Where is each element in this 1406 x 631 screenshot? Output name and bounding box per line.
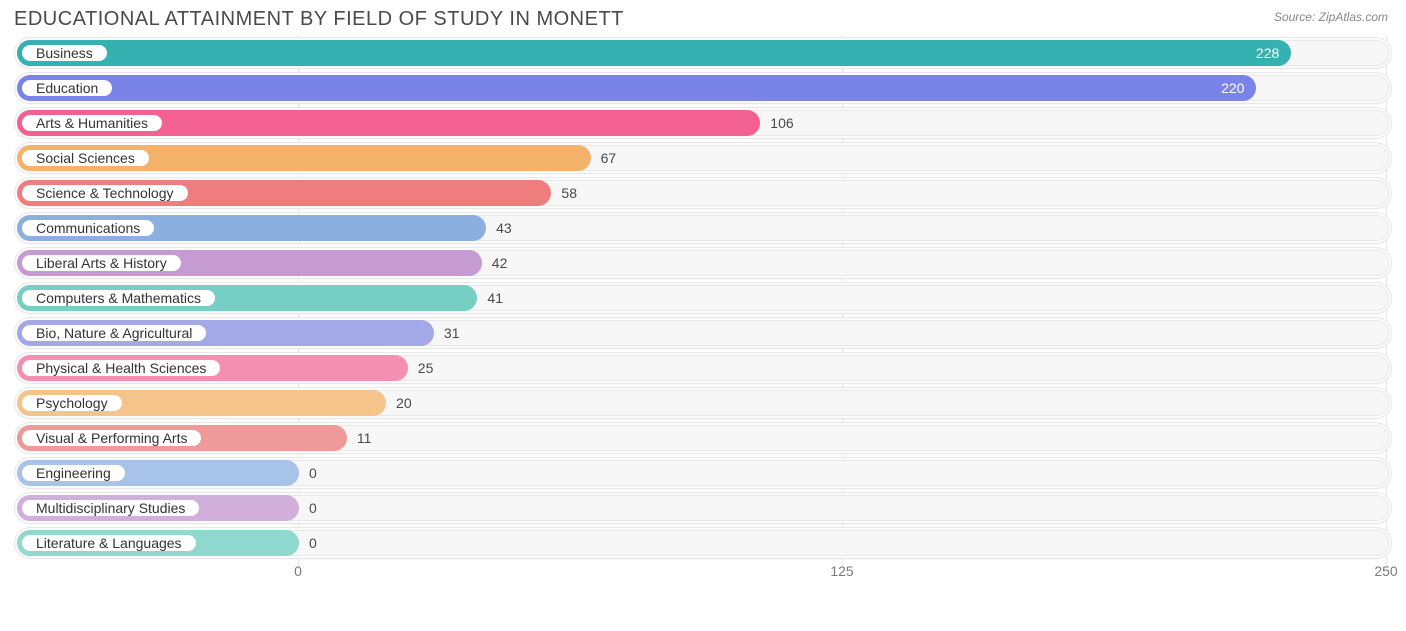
chart-container: EDUCATIONAL ATTAINMENT BY FIELD OF STUDY… (0, 0, 1406, 631)
category-label: Liberal Arts & History (19, 252, 184, 274)
value-label: 11 (357, 423, 372, 453)
bar-row: Psychology 20 (14, 387, 1392, 419)
x-axis: 0125250 (14, 563, 1392, 587)
category-label: Multidisciplinary Studies (19, 497, 202, 519)
x-tick-label: 125 (830, 563, 853, 579)
value-label: 43 (496, 213, 512, 243)
bar-row: Computers & Mathematics 41 (14, 282, 1392, 314)
chart-title: EDUCATIONAL ATTAINMENT BY FIELD OF STUDY… (14, 8, 1392, 31)
bar-row: Communications 43 (14, 212, 1392, 244)
value-label: 20 (396, 388, 412, 418)
bar-row: Engineering 0 (14, 457, 1392, 489)
value-label: 228 (1256, 38, 1279, 68)
value-label: 0 (309, 493, 317, 523)
bar-row: Business 228 (14, 37, 1392, 69)
category-label: Arts & Humanities (19, 112, 165, 134)
bar (17, 75, 1256, 101)
value-label: 67 (601, 143, 617, 173)
bar-row: Bio, Nature & Agricultural 31 (14, 317, 1392, 349)
category-label: Communications (19, 217, 157, 239)
category-label: Physical & Health Sciences (19, 357, 223, 379)
value-label: 25 (418, 353, 434, 383)
chart-area: Business 228 Education 220 Arts & Humanities… (14, 35, 1392, 595)
value-label: 0 (309, 458, 317, 488)
bar-row: Education 220 (14, 72, 1392, 104)
value-label: 220 (1221, 73, 1244, 103)
source-label: Source: ZipAtlas.com (1274, 10, 1388, 24)
category-label: Literature & Languages (19, 532, 199, 554)
category-label: Social Sciences (19, 147, 152, 169)
bar-row: Liberal Arts & History 42 (14, 247, 1392, 279)
bar-row: Visual & Performing Arts 11 (14, 422, 1392, 454)
value-label: 31 (444, 318, 460, 348)
category-label: Visual & Performing Arts (19, 427, 204, 449)
value-label: 106 (770, 108, 793, 138)
category-label: Computers & Mathematics (19, 287, 218, 309)
bar (17, 40, 1291, 66)
value-label: 0 (309, 528, 317, 558)
category-label: Education (19, 77, 115, 99)
category-label: Business (19, 42, 110, 64)
value-label: 41 (487, 283, 503, 313)
bar-row: Multidisciplinary Studies 0 (14, 492, 1392, 524)
bar-row: Arts & Humanities 106 (14, 107, 1392, 139)
x-tick-label: 0 (294, 563, 302, 579)
bar-row: Physical & Health Sciences 25 (14, 352, 1392, 384)
bar-row: Social Sciences 67 (14, 142, 1392, 174)
category-label: Psychology (19, 392, 125, 414)
category-label: Science & Technology (19, 182, 191, 204)
bar-row: Science & Technology 58 (14, 177, 1392, 209)
category-label: Engineering (19, 462, 128, 484)
category-label: Bio, Nature & Agricultural (19, 322, 209, 344)
bar-rows: Business 228 Education 220 Arts & Humanities… (14, 35, 1392, 559)
value-label: 42 (492, 248, 508, 278)
value-label: 58 (561, 178, 577, 208)
bar-row: Literature & Languages 0 (14, 527, 1392, 559)
x-tick-label: 250 (1374, 563, 1397, 579)
